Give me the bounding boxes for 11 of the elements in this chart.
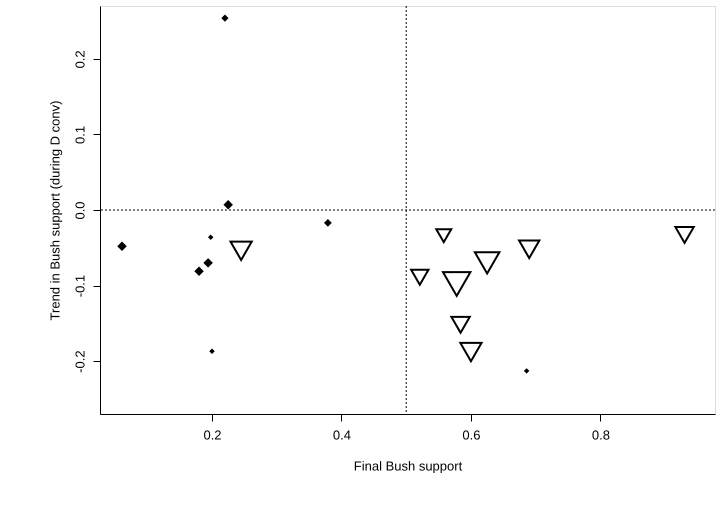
x-tick-label: 0.2 bbox=[203, 428, 222, 442]
y-tick-label: -0.2 bbox=[72, 350, 88, 373]
y-axis-title: Trend in Bush support (during D conv) bbox=[48, 100, 62, 320]
y-tick-label: -0.1 bbox=[72, 274, 88, 298]
x-tick-label: 0.8 bbox=[592, 428, 610, 442]
y-tick-label: 0.2 bbox=[72, 50, 88, 68]
x-axis-title: Final Bush support bbox=[354, 458, 463, 474]
x-tick-label: 0.4 bbox=[332, 428, 352, 442]
y-tick-label: 0.0 bbox=[72, 201, 88, 220]
x-tick-label: 0.6 bbox=[462, 428, 480, 442]
y-tick-label: 0.1 bbox=[72, 126, 88, 144]
